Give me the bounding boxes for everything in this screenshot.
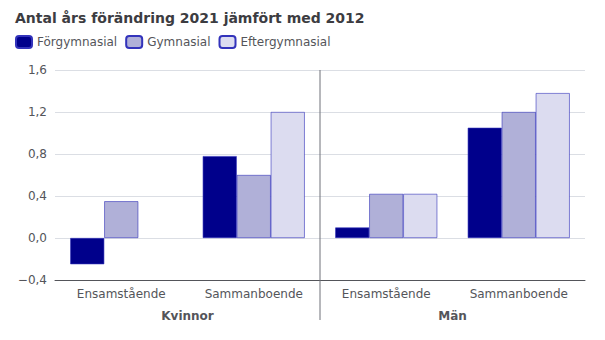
svg-text:Män: Män	[438, 309, 467, 323]
svg-text:0,4: 0,4	[28, 189, 47, 203]
svg-text:Förgymnasial: Förgymnasial	[37, 35, 117, 49]
svg-text:0,0: 0,0	[28, 231, 47, 245]
svg-text:Sammanboende: Sammanboende	[470, 287, 568, 301]
svg-text:Ensamstående: Ensamstående	[342, 287, 431, 301]
svg-text:Kvinnor: Kvinnor	[161, 309, 214, 323]
svg-text:1,6: 1,6	[28, 63, 47, 77]
svg-text:Sammanboende: Sammanboende	[205, 287, 303, 301]
svg-text:0,8: 0,8	[28, 147, 47, 161]
svg-text:−0,4: −0,4	[18, 273, 47, 287]
svg-text:Antal års förändring 2021 jämf: Antal års förändring 2021 jämfört med 20…	[15, 10, 365, 26]
svg-text:Gymnasial: Gymnasial	[147, 35, 210, 49]
svg-text:Ensamstående: Ensamstående	[77, 287, 166, 301]
svg-text:1,2: 1,2	[28, 105, 47, 119]
svg-text:Eftergymnasial: Eftergymnasial	[241, 35, 331, 49]
